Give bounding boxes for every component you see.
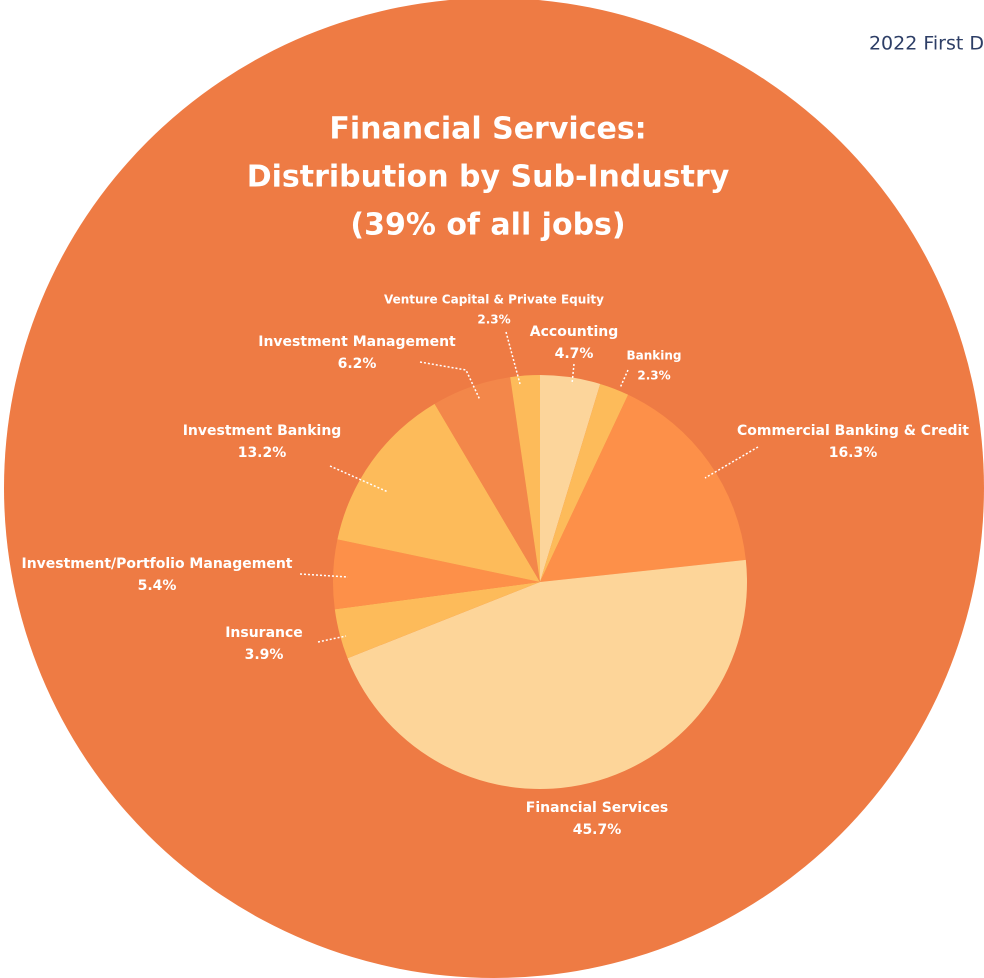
slice-label: Insurance bbox=[225, 625, 303, 641]
leader-line bbox=[299, 573, 349, 578]
leader-line bbox=[419, 361, 481, 401]
slice-label: Commercial Banking & Credit bbox=[737, 423, 969, 439]
leader-line bbox=[571, 363, 575, 385]
pie-slice bbox=[540, 394, 746, 582]
pie-slice bbox=[347, 559, 747, 789]
leader-line bbox=[317, 635, 347, 643]
leader-line bbox=[505, 331, 521, 385]
slice-label: Banking bbox=[626, 349, 681, 363]
slice-label: Investment Management bbox=[258, 334, 456, 350]
slice-value: 5.4% bbox=[138, 578, 177, 594]
pie-slice bbox=[540, 375, 601, 582]
leader-line bbox=[619, 369, 629, 389]
slice-label: Financial Services bbox=[526, 800, 669, 816]
pie-slice bbox=[337, 403, 540, 582]
slice-value: 6.2% bbox=[338, 356, 377, 372]
pie-slice bbox=[333, 539, 540, 610]
leader-line bbox=[329, 465, 389, 493]
slice-value: 4.7% bbox=[555, 346, 594, 362]
pie-slice bbox=[510, 375, 540, 582]
slice-value: 16.3% bbox=[829, 445, 878, 461]
pie-slice bbox=[540, 383, 629, 582]
corner-text: 2022 First D bbox=[869, 33, 984, 55]
slice-label: Investment Banking bbox=[183, 423, 342, 439]
chart-title: (39% of all jobs) bbox=[350, 208, 625, 243]
slice-label: Accounting bbox=[530, 324, 618, 340]
slice-value: 2.3% bbox=[637, 369, 670, 383]
slice-label: Venture Capital & Private Equity bbox=[384, 293, 604, 307]
slice-value: 45.7% bbox=[573, 822, 622, 838]
pie-slice bbox=[434, 377, 540, 582]
chart-title: Financial Services: bbox=[329, 112, 646, 147]
pie-slice bbox=[334, 582, 540, 659]
slice-value: 3.9% bbox=[245, 647, 284, 663]
chart-title: Distribution by Sub-Industry bbox=[247, 160, 730, 195]
slice-label: Investment/Portfolio Management bbox=[21, 556, 292, 572]
slice-value: 2.3% bbox=[477, 313, 510, 327]
slice-value: 13.2% bbox=[238, 445, 287, 461]
